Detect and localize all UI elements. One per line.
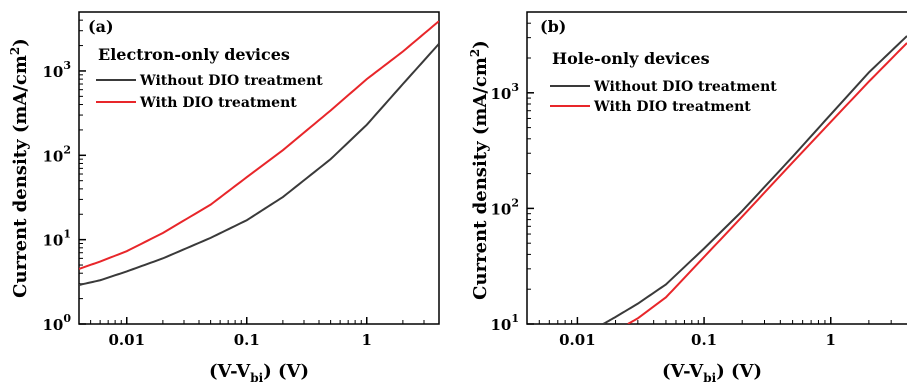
series-line-without-dio: [602, 35, 907, 324]
panel-a-x-axis-title-unit: ) (V): [263, 361, 309, 382]
y-tick-label: 101: [490, 312, 519, 334]
panel-b-legend-label-with: With DIO treatment: [593, 99, 751, 115]
panel-b-ticks: 0.01 0.1 1 101 102 103: [490, 22, 892, 349]
panel-a-legend: Without DIO treatment With DIO treatment: [96, 73, 323, 111]
panel-a-ticks: 0.01 0.1 1 100 101 102 103: [42, 19, 425, 349]
panel-a-legend-label-without: Without DIO treatment: [139, 73, 323, 89]
y-tick-label: 100: [42, 312, 71, 334]
y-tick-label: 103: [42, 59, 71, 81]
panel-a-title: Electron-only devices: [98, 45, 290, 64]
y-tick-label: 102: [42, 143, 71, 165]
panel-a: (a) Electron-only devices Without DIO tr…: [8, 11, 440, 385]
panel-b-y-axis-title-main: Current density (mA/cm: [470, 57, 491, 300]
series-line-with-dio: [627, 42, 907, 324]
x-tick-label: 0.1: [234, 331, 260, 349]
panel-b: (b) Hole-only devices Without DIO treatm…: [468, 11, 907, 385]
y-tick-label: 103: [490, 81, 519, 103]
y-tick-label: 101: [42, 228, 71, 250]
series-line-without-dio: [79, 43, 439, 286]
panel-b-series: [602, 35, 907, 324]
panel-b-y-axis-title-sup: 2: [468, 49, 482, 57]
x-tick-label: 0.01: [108, 331, 145, 349]
x-tick-label: 0.1: [691, 331, 717, 349]
panel-b-plot-frame: [526, 11, 907, 325]
x-tick-label: 1: [362, 331, 372, 349]
panel-a-y-axis-title-sup: 2: [8, 47, 22, 55]
panel-b-y-axis-title: Current density (mA/cm2): [468, 40, 491, 300]
panel-b-x-axis-title: (V-Vbi) (V): [662, 361, 762, 385]
panel-b-x-axis-title-unit: ) (V): [716, 361, 762, 382]
panel-a-series: [79, 20, 439, 286]
panel-a-x-axis-title-sub: bi: [250, 371, 263, 385]
panel-b-label: (b): [540, 17, 566, 36]
panel-a-legend-label-with: With DIO treatment: [139, 95, 297, 111]
panel-b-y-axis-title-end: ): [470, 40, 491, 49]
panel-a-y-axis-title-main: Current density (mA/cm: [10, 55, 31, 298]
x-tick-label: 1: [826, 331, 836, 349]
y-tick-label: 102: [490, 196, 519, 218]
panel-a-y-axis-title: Current density (mA/cm2): [8, 38, 31, 298]
panel-b-title: Hole-only devices: [552, 49, 710, 68]
x-tick-label: 0.01: [559, 331, 596, 349]
panel-b-legend: Without DIO treatment With DIO treatment: [550, 79, 777, 115]
panel-a-x-axis-title: (V-Vbi) (V): [209, 361, 309, 385]
panel-b-x-axis-title-main: (V-V: [662, 361, 704, 382]
panel-b-x-axis-title-sub: bi: [703, 371, 716, 385]
panel-a-y-axis-title-end: ): [10, 38, 31, 47]
panel-a-x-axis-title-main: (V-V: [209, 361, 251, 382]
panel-a-label: (a): [88, 17, 114, 36]
panel-b-legend-label-without: Without DIO treatment: [593, 79, 777, 95]
series-line-with-dio: [79, 20, 439, 270]
